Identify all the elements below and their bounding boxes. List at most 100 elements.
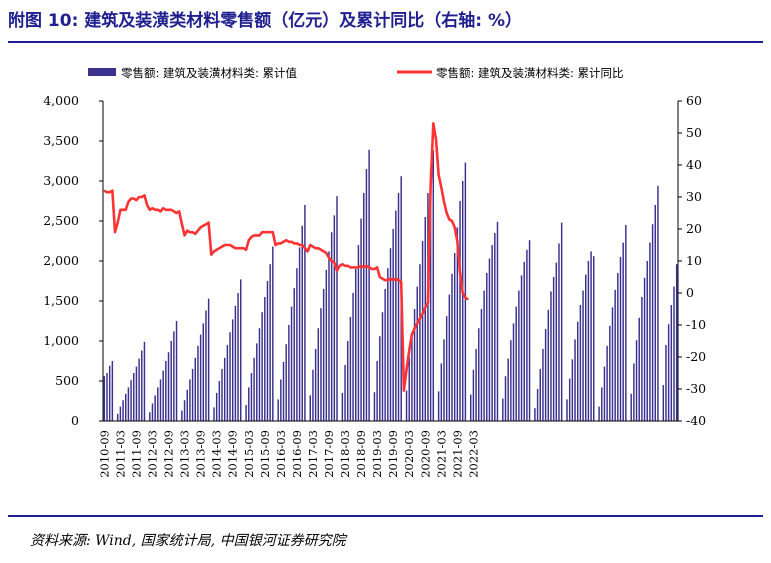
line-point bbox=[389, 278, 392, 280]
line-point bbox=[333, 262, 335, 264]
bar bbox=[373, 392, 376, 421]
line-point bbox=[170, 209, 172, 211]
bar bbox=[106, 373, 108, 421]
line-point bbox=[253, 234, 255, 236]
bar bbox=[170, 341, 172, 421]
line-point bbox=[143, 194, 146, 196]
bar bbox=[360, 218, 362, 421]
x-tick-label: 2014-03 bbox=[210, 430, 224, 478]
line-point bbox=[109, 191, 111, 193]
line-point bbox=[261, 231, 263, 233]
left-tick-label: 0 bbox=[71, 413, 79, 428]
bar bbox=[256, 343, 258, 421]
line-point bbox=[296, 242, 298, 244]
bar bbox=[175, 321, 178, 421]
line-point bbox=[157, 209, 159, 211]
line-point bbox=[317, 247, 319, 249]
line-point bbox=[403, 390, 405, 392]
bar bbox=[392, 229, 394, 421]
line-point bbox=[408, 350, 410, 352]
line-point bbox=[285, 239, 287, 241]
bar bbox=[601, 387, 603, 421]
bar bbox=[181, 410, 183, 421]
bar bbox=[670, 305, 673, 421]
line-point bbox=[411, 334, 413, 336]
bar bbox=[413, 309, 416, 421]
bar bbox=[421, 241, 424, 421]
line-point bbox=[103, 190, 105, 192]
x-tick-label: 2014-09 bbox=[226, 430, 240, 478]
line-point bbox=[387, 279, 389, 281]
bar bbox=[638, 317, 640, 421]
line-point bbox=[141, 196, 143, 198]
x-tick-label: 2021-09 bbox=[450, 430, 464, 478]
bar bbox=[277, 399, 279, 421]
bar bbox=[667, 324, 670, 421]
line-point bbox=[111, 190, 113, 192]
bar bbox=[643, 277, 646, 421]
x-tick-label: 2010-09 bbox=[97, 430, 111, 478]
line-point bbox=[133, 198, 135, 200]
bar bbox=[119, 406, 122, 421]
bar bbox=[387, 268, 389, 421]
line-point bbox=[421, 313, 424, 315]
line-point bbox=[159, 210, 162, 212]
right-tick-label: 0 bbox=[686, 285, 694, 300]
left-tick-label: 3,000 bbox=[43, 173, 79, 188]
line-point bbox=[221, 246, 223, 248]
bar bbox=[646, 261, 648, 421]
bar bbox=[237, 293, 239, 421]
bar bbox=[654, 205, 657, 421]
line-point bbox=[360, 265, 362, 267]
bar-series bbox=[103, 149, 678, 422]
line-point bbox=[218, 247, 220, 249]
bar bbox=[480, 309, 483, 421]
x-tick-label: 2015-03 bbox=[242, 430, 256, 478]
bar bbox=[328, 251, 330, 421]
line-point bbox=[315, 247, 317, 249]
bar bbox=[349, 317, 352, 421]
bar bbox=[443, 339, 445, 421]
bar bbox=[593, 256, 595, 421]
source-note: 资料来源: Wind, 国家统计局, 中国银河证券研究院 bbox=[30, 533, 346, 549]
bar bbox=[395, 210, 397, 421]
bar bbox=[568, 378, 571, 421]
line-point bbox=[413, 327, 416, 329]
line-point bbox=[205, 223, 207, 225]
bar bbox=[320, 308, 322, 421]
bar bbox=[282, 361, 285, 421]
line-point bbox=[344, 265, 346, 267]
line-point bbox=[427, 302, 429, 304]
line-point bbox=[430, 186, 432, 188]
line-point bbox=[213, 250, 215, 252]
bar bbox=[606, 345, 608, 421]
line-point bbox=[395, 278, 397, 280]
line-point bbox=[274, 244, 277, 246]
bar bbox=[165, 361, 167, 421]
bar bbox=[649, 242, 651, 421]
left-tick-label: 4,000 bbox=[43, 93, 79, 108]
bar bbox=[285, 344, 287, 421]
line-point bbox=[368, 266, 370, 268]
bar bbox=[288, 325, 290, 421]
x-tick-label: 2012-09 bbox=[162, 430, 176, 478]
line-point bbox=[451, 220, 453, 222]
bar bbox=[333, 215, 336, 421]
bar bbox=[173, 331, 175, 421]
line-point bbox=[258, 234, 261, 236]
bar bbox=[344, 365, 346, 421]
bar bbox=[510, 340, 512, 421]
line-point bbox=[456, 241, 458, 243]
bar bbox=[363, 193, 365, 421]
bar bbox=[159, 379, 162, 421]
bar bbox=[213, 407, 215, 421]
line-point bbox=[240, 247, 242, 249]
bar bbox=[419, 264, 421, 421]
bar bbox=[507, 358, 509, 421]
line-point bbox=[309, 244, 311, 246]
bar bbox=[314, 349, 317, 421]
bar bbox=[488, 258, 491, 421]
x-axis: 2010-09 2011-03 2011-09 2012-03 2012-09 2013-… bbox=[97, 420, 678, 478]
line-point bbox=[306, 250, 309, 252]
line-point bbox=[114, 231, 116, 233]
